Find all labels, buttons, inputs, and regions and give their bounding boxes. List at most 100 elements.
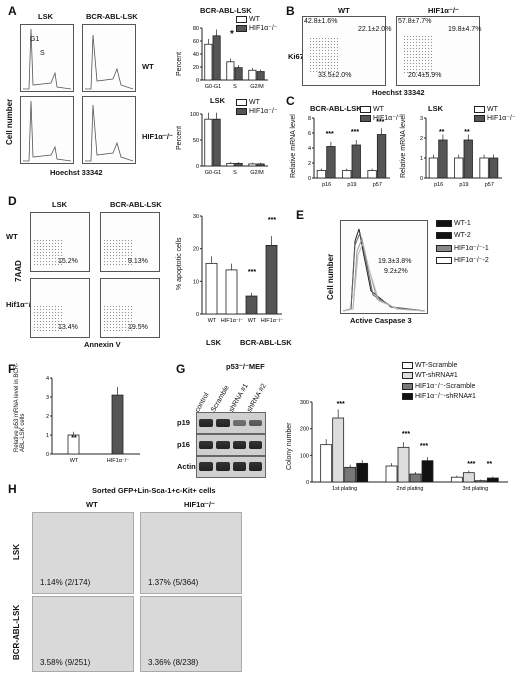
- e-legend-4-swatch: [436, 256, 452, 264]
- bar: [438, 139, 448, 179]
- h-title: Sorted GFP+Lin-Sca-1+c-Kit+ cells: [92, 486, 216, 495]
- c-left-title: BCR-ABL-LSK: [310, 104, 362, 113]
- b-wt-sg2m: 22.1±2.0%: [358, 26, 392, 33]
- d-row-wt: WT: [6, 232, 18, 241]
- x-tick-label: 2nd plating: [397, 486, 424, 492]
- d-plot-wt-lsk: [30, 212, 90, 272]
- y-tick-label: 100: [300, 453, 309, 459]
- h-col-hif: HIF1α⁻/⁻: [184, 500, 215, 509]
- g-legend-3: HIF1α⁻/⁻-Scramble: [402, 382, 475, 390]
- bar: [367, 170, 377, 179]
- d-dots-3: [33, 305, 63, 333]
- y-tick-label: 0: [196, 312, 199, 318]
- b-plot-wt: [302, 16, 386, 86]
- y-tick-label: 1: [420, 156, 423, 162]
- bar: [248, 69, 257, 81]
- a-legend2-hif: HIF1α⁻/⁻: [236, 107, 278, 115]
- g-lane-3: shRNA #2: [246, 382, 268, 414]
- e-legend-2-swatch: [436, 232, 452, 239]
- d-chart-ylabel: % apoptotic cells: [176, 237, 183, 290]
- a-legend-hif: HIF1α⁻/⁻: [236, 24, 278, 32]
- x-tick-label: G0-G1: [205, 84, 222, 90]
- y-tick-label: 20: [193, 65, 199, 71]
- y-tick-label: 20: [193, 247, 199, 253]
- x-tick-label: WT: [248, 318, 257, 324]
- x-tick-label: p57: [373, 182, 382, 188]
- a-chart-top-title: BCR-ABL-LSK: [200, 6, 252, 15]
- bar: [316, 170, 327, 179]
- a-wt-lsk-g1: G1: [30, 36, 40, 43]
- e-ylabel: Cell number: [326, 253, 335, 300]
- y-tick-label: 100: [190, 112, 199, 118]
- b-plot-hif: [396, 16, 480, 86]
- g-band-actin-3: [233, 462, 246, 471]
- e-legend-1: WT-1: [436, 220, 471, 227]
- a-legend2-wt: WT: [236, 99, 260, 106]
- d-col-lsk: LSK: [52, 200, 67, 209]
- bar: [204, 43, 213, 81]
- bar: [342, 170, 352, 179]
- e-legend-2: WT-2: [436, 232, 471, 239]
- g-legend-4: HIF1α⁻/⁻-shRNA#1: [402, 392, 476, 400]
- g-band-p16-1: [199, 441, 213, 449]
- a-hist-wt-bcr-trace: [85, 34, 134, 90]
- panel-label-e: E: [296, 208, 305, 222]
- panel-label-g: G: [176, 362, 186, 376]
- c-legend2-hif-swatch: [474, 114, 485, 122]
- a-ylabel: Cell number: [5, 98, 14, 145]
- g-blot-title: p53⁻/⁻MEF: [226, 362, 265, 371]
- b-hif-g0: 20.4±5.9%: [408, 72, 442, 79]
- significance-label: ***: [376, 119, 384, 126]
- g-band-actin-2: [216, 462, 230, 471]
- d-xlabel: Annexin V: [84, 340, 121, 349]
- a-hist-hif-lsk: [20, 96, 74, 164]
- y-tick-label: 80: [193, 26, 199, 32]
- g-band-p19-3: [233, 420, 246, 426]
- b-xlabel: Hoechst 33342: [372, 88, 425, 97]
- a-legend-hif-swatch: [236, 24, 247, 32]
- e-legend-1-swatch: [436, 220, 452, 227]
- c-right-ylabel: Relative mRNA level: [400, 114, 407, 178]
- bar: [351, 144, 361, 179]
- d-q-hif-lsk: 13.4%: [58, 324, 78, 331]
- e-ann1: 19.3±3.8%: [378, 258, 412, 265]
- significance-label: **: [439, 129, 445, 136]
- b-wt-g1: 42.8±1.6%: [304, 18, 338, 25]
- a-hist-wt-bcr: [82, 24, 136, 92]
- panel-label-a: A: [8, 4, 17, 18]
- x-tick-label: 3rd plating: [462, 486, 488, 492]
- bar: [212, 118, 221, 167]
- bar: [205, 262, 218, 315]
- h-row-bcr: BCR-ABL-LSK: [12, 604, 21, 660]
- significance-label: ***: [248, 269, 256, 276]
- x-tick-label: p19: [347, 182, 356, 188]
- y-tick-label: 4: [308, 146, 311, 152]
- bar: [225, 269, 238, 315]
- g-legend-2: WT-shRNA#1: [402, 372, 458, 379]
- h-hif-bcr: 3.36% (8/238): [148, 658, 199, 667]
- chart-a-bcr: 0 20 40 60 80 G0-G1 S G2/M: [193, 26, 268, 90]
- bar: [226, 163, 235, 167]
- bar: [479, 157, 489, 179]
- x-tick-label: WT: [208, 318, 217, 324]
- a-hist-hif-bcr-trace: [85, 104, 134, 162]
- bar: [204, 118, 213, 167]
- g-legend-4-swatch: [402, 392, 413, 400]
- y-tick-label: 1: [46, 433, 49, 439]
- c-legend2-hif: HIF1α⁻/⁻: [474, 114, 516, 122]
- h-image-hif-lsk: [140, 512, 242, 594]
- y-tick-label: 0: [196, 164, 199, 170]
- significance-label: **: [464, 129, 470, 136]
- significance-label: ***: [467, 461, 475, 468]
- b-wt-dots: [309, 37, 339, 73]
- g-band-p19-4: [249, 420, 262, 426]
- d-dots-1: [33, 239, 63, 267]
- a-hist-wt-lsk: [20, 24, 74, 92]
- a-xlabel: Hoechst 33342: [50, 168, 103, 177]
- significance-label: ***: [268, 217, 276, 224]
- bar: [265, 245, 278, 315]
- x-tick-label: G2/M: [250, 170, 264, 176]
- bar: [397, 446, 410, 483]
- e-legend-3-swatch: [436, 244, 452, 252]
- a-hist-hif-lsk-trace: [23, 100, 72, 162]
